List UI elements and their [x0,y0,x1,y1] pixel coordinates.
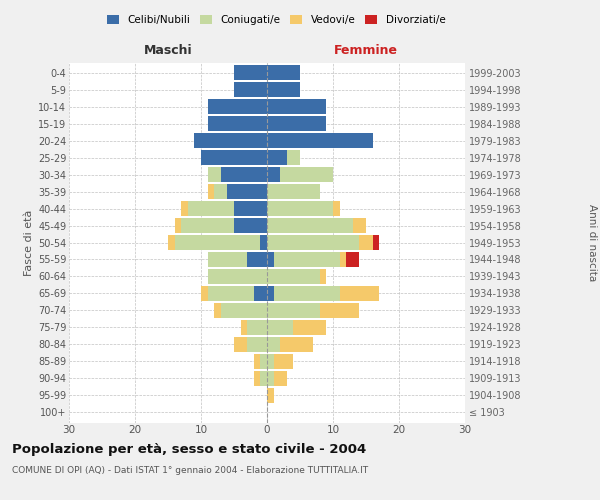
Bar [267,201,333,216]
Bar [274,371,287,386]
Bar [353,218,366,233]
Bar [254,286,267,301]
Bar [181,201,188,216]
Bar [320,303,359,318]
Bar [188,201,234,216]
Bar [254,371,260,386]
Text: Popolazione per età, sesso e stato civile - 2004: Popolazione per età, sesso e stato civil… [12,442,366,456]
Bar [175,235,260,250]
Bar [359,235,373,250]
Bar [267,82,300,97]
Bar [267,235,359,250]
Bar [241,320,247,335]
Bar [247,252,267,267]
Bar [208,167,221,182]
Bar [267,354,274,369]
Bar [208,286,254,301]
Bar [346,252,359,267]
Bar [274,286,340,301]
Bar [274,354,293,369]
Bar [247,320,267,335]
Bar [254,354,260,369]
Bar [293,320,326,335]
Bar [194,133,267,148]
Bar [234,201,267,216]
Bar [234,82,267,97]
Bar [247,337,267,352]
Bar [221,167,267,182]
Bar [280,337,313,352]
Bar [267,388,274,403]
Text: Maschi: Maschi [143,44,193,57]
Bar [208,252,247,267]
Bar [340,252,346,267]
Bar [267,99,326,114]
Bar [201,150,267,165]
Bar [267,133,373,148]
Text: COMUNE DI OPI (AQ) - Dati ISTAT 1° gennaio 2004 - Elaborazione TUTTITALIA.IT: COMUNE DI OPI (AQ) - Dati ISTAT 1° genna… [12,466,368,475]
Bar [260,235,267,250]
Bar [340,286,379,301]
Bar [221,303,267,318]
Bar [260,371,267,386]
Bar [267,167,280,182]
Bar [227,184,267,199]
Bar [267,320,293,335]
Bar [208,269,267,284]
Bar [175,218,181,233]
Bar [267,116,326,131]
Text: Femmine: Femmine [334,44,398,57]
Bar [234,218,267,233]
Bar [267,218,353,233]
Bar [267,371,274,386]
Text: Anni di nascita: Anni di nascita [587,204,597,281]
Bar [214,184,227,199]
Bar [234,337,247,352]
Bar [267,150,287,165]
Bar [234,65,267,80]
Bar [214,303,221,318]
Bar [201,286,208,301]
Bar [168,235,175,250]
Bar [287,150,300,165]
Bar [260,354,267,369]
Legend: Celibi/Nubili, Coniugati/e, Vedovi/e, Divorziati/e: Celibi/Nubili, Coniugati/e, Vedovi/e, Di… [104,12,448,27]
Bar [320,269,326,284]
Bar [274,252,340,267]
Bar [333,201,340,216]
Bar [181,218,234,233]
Bar [373,235,379,250]
Bar [267,337,280,352]
Bar [267,65,300,80]
Bar [267,269,320,284]
Bar [267,286,274,301]
Bar [267,252,274,267]
Bar [267,184,320,199]
Bar [280,167,333,182]
Y-axis label: Fasce di età: Fasce di età [23,210,34,276]
Bar [208,99,267,114]
Bar [208,184,214,199]
Bar [208,116,267,131]
Bar [267,303,320,318]
